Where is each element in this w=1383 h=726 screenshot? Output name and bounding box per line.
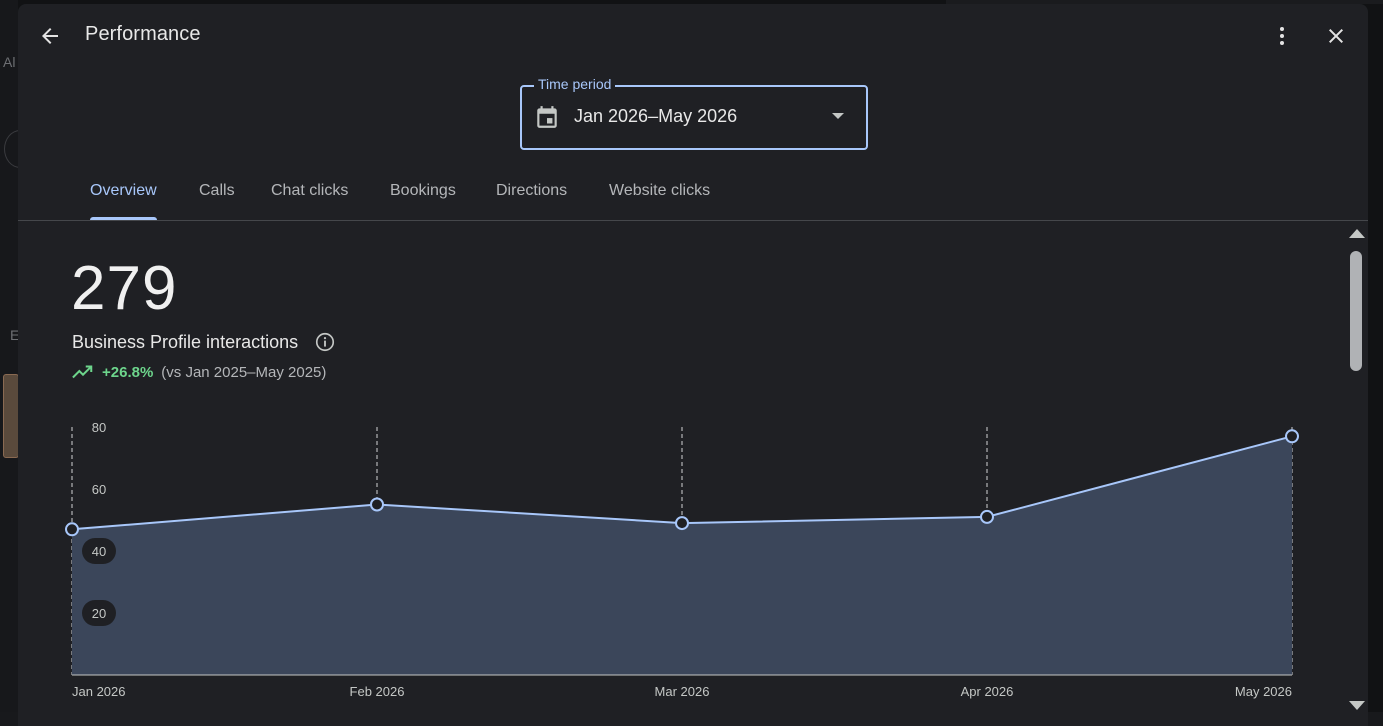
- chart-x-tick-label: Mar 2026: [655, 684, 710, 699]
- back-button[interactable]: [34, 20, 66, 52]
- close-button[interactable]: [1320, 20, 1352, 52]
- chevron-down-icon: [832, 113, 844, 119]
- chart-area: [72, 436, 1292, 675]
- dialog-header: Performance: [18, 4, 1368, 68]
- trend-value: +26.8%: [102, 363, 154, 381]
- tab-website-clicks[interactable]: Website clicks: [609, 182, 711, 199]
- trending-up-icon: [72, 365, 93, 379]
- close-icon: [1329, 29, 1343, 43]
- time-period-select[interactable]: Time period Jan 2026–May 2026: [520, 76, 868, 150]
- info-icon[interactable]: [314, 331, 336, 353]
- tab-bookings[interactable]: Bookings: [390, 182, 456, 199]
- overview-content: 279 Business Profile interactions +26.8%…: [18, 221, 1346, 726]
- tab-directions[interactable]: Directions: [496, 182, 568, 199]
- page-title: Performance: [85, 23, 201, 45]
- scroll-down-arrow-icon[interactable]: [1349, 701, 1365, 710]
- time-period-label: Time period: [534, 76, 616, 92]
- chart-y-tick-label: 80: [92, 420, 106, 435]
- tab-chat-clicks[interactable]: Chat clicks: [271, 182, 349, 199]
- chart-x-tick-label: Apr 2026: [961, 684, 1014, 699]
- time-period-value: Jan 2026–May 2026: [574, 106, 738, 126]
- performance-dialog: Performance Time period Jan 2026–May 202…: [18, 4, 1368, 726]
- background-text: Al: [3, 54, 16, 70]
- chart-data-point[interactable]: [65, 522, 79, 537]
- tab-calls[interactable]: Calls: [199, 182, 235, 199]
- chart-y-tick: 80: [92, 420, 106, 435]
- chart-y-tick: 60: [92, 482, 106, 497]
- scroll-thumb[interactable]: [1350, 251, 1362, 371]
- chart-data-point[interactable]: [980, 509, 994, 524]
- background-panel: [0, 0, 18, 726]
- chart-y-tick-label: 60: [92, 482, 106, 497]
- chart-data-point[interactable]: [1285, 429, 1299, 444]
- background-text: E: [10, 327, 20, 343]
- tab-overview[interactable]: Overview: [90, 182, 157, 220]
- chart-y-tick-background: [82, 600, 116, 626]
- chart-y-tick-label: 20: [92, 606, 106, 621]
- chart-y-tick-label: 40: [92, 544, 106, 559]
- background-card: [3, 374, 19, 458]
- more-vert-icon: [1280, 27, 1284, 45]
- scrollbar[interactable]: [1346, 221, 1368, 726]
- more-options-button[interactable]: [1266, 20, 1298, 52]
- scroll-up-arrow-icon[interactable]: [1349, 229, 1365, 238]
- chart-x-tick-label: May 2026: [1235, 684, 1292, 699]
- trend-compare: (vs Jan 2025–May 2025): [161, 363, 327, 381]
- chart-y-tick: 20: [82, 600, 116, 626]
- trend-row: +26.8% (vs Jan 2025–May 2025): [72, 361, 326, 383]
- chart-x-tick-label: Feb 2026: [350, 684, 405, 699]
- background-header: [946, 0, 1383, 4]
- interactions-chart: 80 60 40 20 Jan 2026 Feb 2026 Mar 2026 Apr 202…: [65, 420, 1299, 699]
- chart-x-tick-label: Jan 2026: [72, 684, 126, 699]
- chart-data-point[interactable]: [370, 497, 384, 512]
- calendar-icon: [537, 106, 557, 128]
- tab-bar: Overview Calls Chat clicks Bookings Dire…: [18, 172, 1368, 221]
- total-interactions: 279: [71, 254, 178, 323]
- arrow-back-icon: [42, 28, 58, 44]
- chart-data-point[interactable]: [675, 516, 689, 531]
- metric-label: Business Profile interactions: [72, 332, 299, 352]
- chart-y-tick-background: [82, 538, 116, 564]
- chart-y-tick: 40: [82, 538, 116, 564]
